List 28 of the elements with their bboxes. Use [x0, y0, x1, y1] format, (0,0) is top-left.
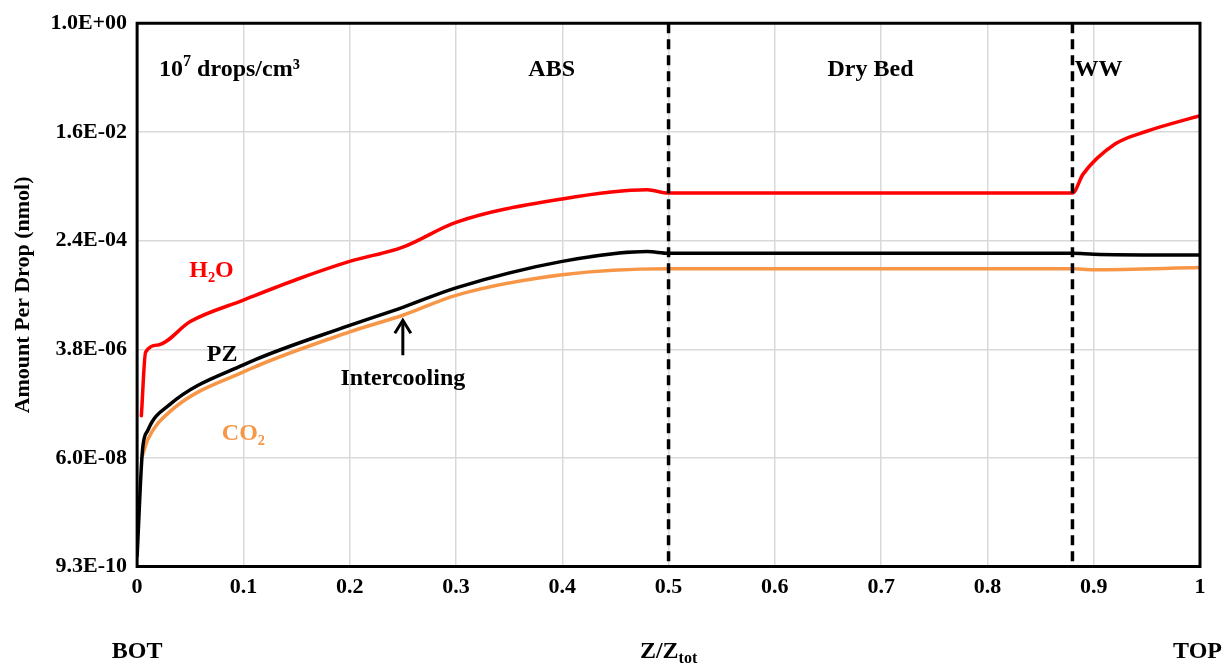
x-tick-label: 0.1 [229, 573, 258, 599]
y-tick-label: 1.0E+00 [50, 8, 128, 34]
y-tick-label: 9.3E-10 [55, 552, 128, 578]
x-tick-label: 0.3 [442, 573, 470, 599]
x-tick-label: 0 [131, 573, 143, 599]
annotation: Intercooling [340, 364, 466, 391]
y-tick-label: 1.6E-02 [55, 117, 128, 143]
y-tick-label: 2.4E-04 [55, 226, 128, 252]
text: TOP [1173, 636, 1222, 663]
y-tick-label: 3.8E-06 [55, 334, 128, 360]
series-label: H₂O [189, 256, 234, 283]
x-tick-label: 0.7 [867, 573, 895, 599]
line-series [139, 113, 1200, 418]
x-tick-label: 0.2 [335, 573, 364, 599]
annotation: WW [1074, 55, 1123, 82]
series-label: PZ [206, 339, 238, 366]
y-tick-label: 6.0E-08 [55, 443, 128, 469]
x-tick-label: 0.6 [761, 573, 789, 599]
x-tick-label: 0.9 [1079, 573, 1108, 599]
y-axis-title: Amount Per Drop (nmol) [8, 176, 34, 414]
x-tick-label: 1 [1194, 573, 1206, 599]
x-tick-label: 0.8 [973, 573, 1002, 599]
text: BOT [111, 636, 163, 663]
annotation: ABS [528, 55, 575, 82]
series-label: CO₂ [221, 419, 265, 446]
annotation: Dry Bed [827, 55, 915, 82]
x-tick-label: 0.5 [654, 573, 683, 599]
x-tick-label: 0.4 [548, 573, 577, 599]
